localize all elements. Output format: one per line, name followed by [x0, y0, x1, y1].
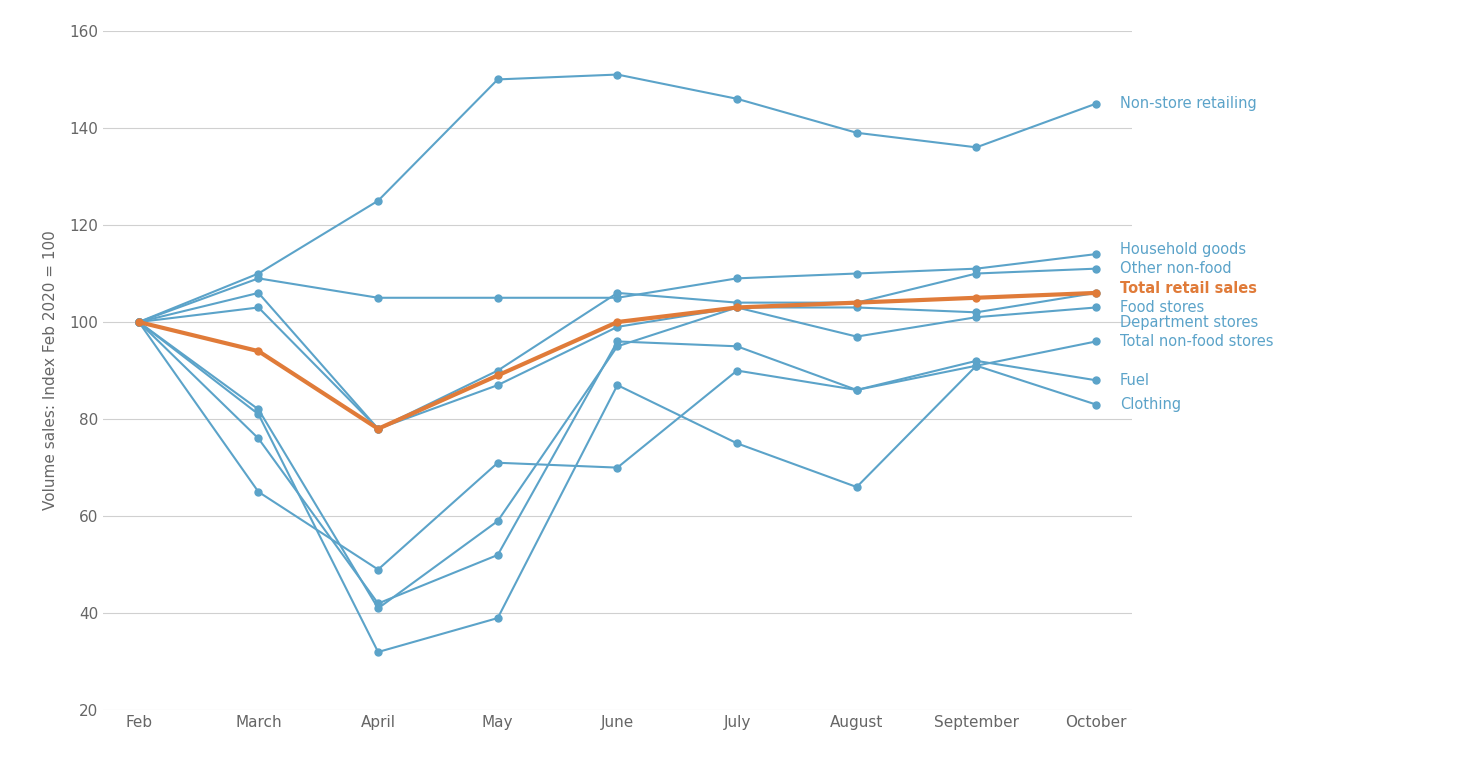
Text: Clothing: Clothing — [1120, 397, 1180, 412]
Text: Household goods: Household goods — [1120, 242, 1247, 257]
Text: Fuel: Fuel — [1120, 373, 1150, 388]
Text: Non-store retailing: Non-store retailing — [1120, 96, 1257, 111]
Y-axis label: Volume sales: Index Feb 2020 = 100: Volume sales: Index Feb 2020 = 100 — [43, 231, 57, 510]
Text: Total retail sales: Total retail sales — [1120, 280, 1257, 296]
Text: Other non-food: Other non-food — [1120, 261, 1232, 276]
Text: Food stores: Food stores — [1120, 300, 1204, 315]
Text: Total non-food stores: Total non-food stores — [1120, 334, 1273, 349]
Text: Department stores: Department stores — [1120, 314, 1258, 330]
